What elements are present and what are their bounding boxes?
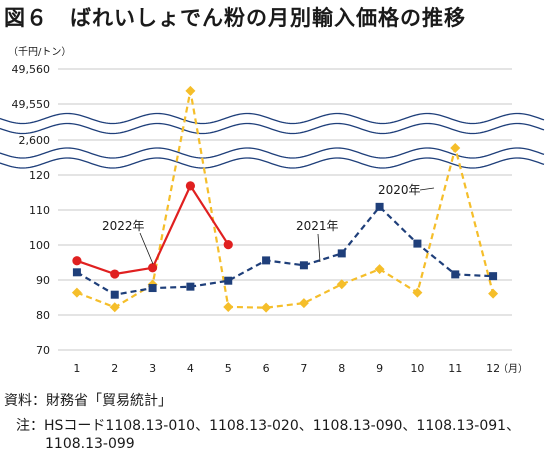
- axis-break-band: [0, 113, 544, 134]
- source-note: 資料：財務省「貿易統計」: [4, 393, 172, 409]
- data-point: [299, 261, 308, 270]
- data-point: [374, 264, 385, 275]
- data-point: [224, 276, 233, 285]
- x-tick-label: 3: [149, 362, 156, 375]
- y-tick-label: 70: [36, 344, 50, 357]
- data-point: [451, 270, 460, 279]
- axis-break-line: [0, 157, 545, 169]
- data-point: [109, 302, 120, 313]
- y-unit-label: （千円/トン）: [8, 46, 71, 58]
- data-point: [450, 143, 461, 153]
- x-tick-label: 12: [486, 362, 500, 375]
- x-tick-label: 8: [338, 362, 345, 375]
- x-tick-label: 7: [300, 362, 307, 375]
- x-tick-label: 11: [448, 362, 462, 375]
- grid: [58, 68, 512, 351]
- data-point: [337, 249, 346, 258]
- series-line: [76, 183, 230, 276]
- x-tick-label: 1: [73, 362, 80, 375]
- data-point: [71, 287, 82, 298]
- y-axis-ticks: 49,560 49,550 2,600 120 110 100 90 80 70: [12, 63, 51, 357]
- x-tick-label: 6: [263, 362, 270, 375]
- data-point: [185, 85, 196, 96]
- x-tick-label: 4: [187, 362, 194, 375]
- data-point: [72, 268, 81, 277]
- data-point: [148, 284, 157, 293]
- data-point: [223, 240, 233, 250]
- data-point: [412, 287, 423, 298]
- data-point: [298, 298, 309, 309]
- y-tick-label: 110: [29, 204, 50, 217]
- data-point: [261, 302, 272, 313]
- y-tick-label: 2,600: [19, 134, 51, 147]
- data-point: [488, 288, 499, 299]
- y-tick-label: 90: [36, 274, 50, 287]
- series-2021年: [72, 202, 498, 299]
- leader-line: [419, 187, 435, 191]
- x-tick-label: 5: [225, 362, 232, 375]
- series-labels: 2022年 2021年 2020年: [102, 183, 435, 265]
- y-tick-label: 100: [29, 239, 50, 252]
- x-tick-label: 2: [111, 362, 118, 375]
- hs-code-note: 注：HSコード1108.13-010、1108.13-020、1108.13-0…: [16, 418, 521, 434]
- axis-break-line: [0, 112, 545, 125]
- series-2020年: [71, 85, 499, 313]
- y-tick-label: 49,560: [12, 63, 51, 76]
- axis-break-band: [0, 148, 544, 168]
- y-tick-label: 120: [29, 169, 50, 182]
- data-point: [72, 256, 82, 266]
- x-axis-ticks: 1 2 3 4 5 6 7 8 9 10 11 12: [73, 362, 500, 375]
- data-point: [147, 263, 158, 273]
- series-label: 2022年: [102, 219, 145, 233]
- data-point: [110, 269, 120, 279]
- axis-break-line: [0, 122, 545, 135]
- chart-title: 図６ ばれいしょでん粉の月別輸入価格の推移: [4, 6, 466, 30]
- series-label: 2021年: [296, 219, 339, 233]
- data-point: [223, 301, 234, 312]
- data-point: [413, 239, 422, 248]
- data-point: [185, 181, 196, 191]
- data-point: [262, 256, 271, 265]
- x-tick-label: 9: [376, 362, 383, 375]
- data-point: [110, 290, 119, 299]
- x-tick-label: 10: [410, 362, 424, 375]
- leader-line: [139, 232, 154, 265]
- data-point: [336, 279, 347, 290]
- series-label: 2020年: [378, 183, 421, 197]
- leader-line: [317, 233, 321, 263]
- series-2022年: [72, 181, 233, 279]
- data-point: [375, 202, 384, 211]
- data-point: [186, 282, 195, 291]
- x-unit-label: （月）: [498, 363, 528, 375]
- y-tick-label: 80: [36, 309, 50, 322]
- axis-break-line: [0, 147, 545, 159]
- y-tick-label: 49,550: [12, 98, 51, 111]
- series-line: [76, 205, 494, 296]
- axis-breaks: [0, 112, 545, 169]
- hs-code-note-continued: 1108.13-099: [45, 436, 135, 452]
- data-point: [489, 272, 498, 281]
- series: [71, 85, 499, 313]
